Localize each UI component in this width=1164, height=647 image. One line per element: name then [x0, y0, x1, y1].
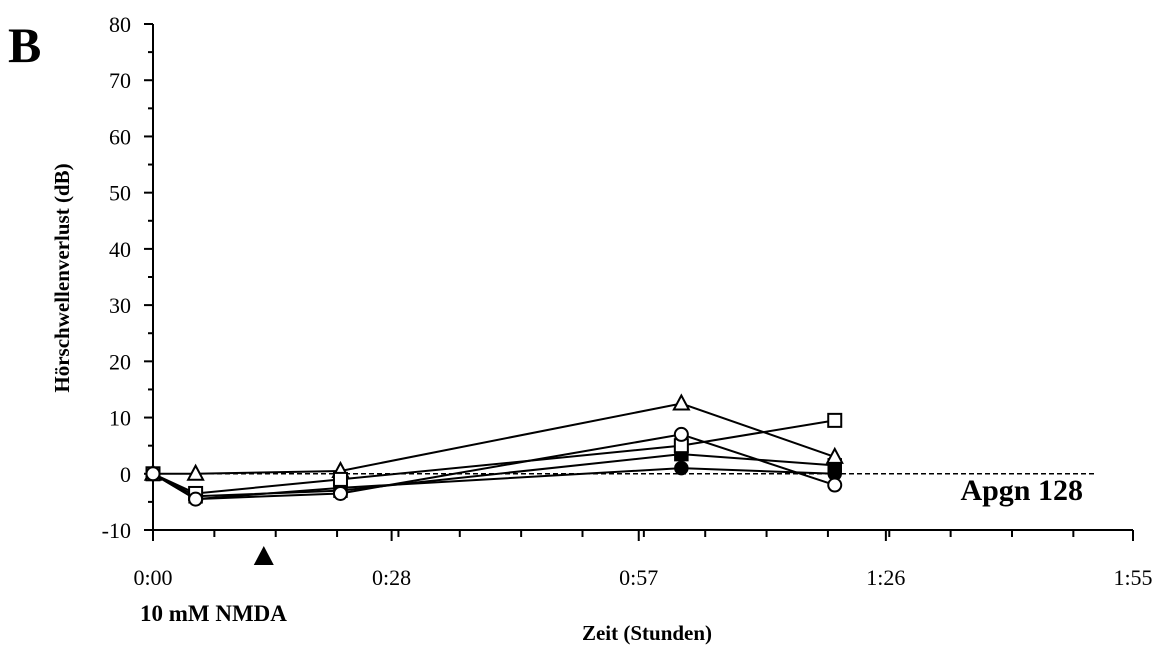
data-point-open-square: [827, 412, 843, 428]
y-tick-label: 0: [120, 462, 131, 487]
y-tick-label: 50: [109, 181, 131, 206]
nmda-application-marker: [253, 546, 274, 565]
data-point-open-circle: [673, 426, 689, 442]
x-tick-label: 1:55: [1113, 565, 1152, 590]
y-tick-label: 10: [109, 406, 131, 431]
y-tick-label: 70: [109, 68, 131, 93]
x-tick-label: 0:00: [133, 565, 172, 590]
data-point-open-circle: [188, 491, 204, 507]
panel-label: B: [8, 17, 41, 73]
y-tick-label: -10: [102, 518, 131, 543]
y-tick-label: 80: [109, 12, 131, 37]
data-point-filled-circle: [674, 460, 689, 476]
x-axis-title: Zeit (Stunden): [582, 621, 712, 645]
x-tick-label: 0:28: [372, 565, 411, 590]
data-point-open-triangle: [672, 393, 691, 411]
y-tick-label: 30: [109, 293, 131, 318]
data-point-open-circle: [332, 485, 348, 501]
series-line-filled-square: [152, 453, 835, 498]
treatment-label: 10 mM NMDA: [140, 601, 287, 626]
y-axis-title: Hörschwellenverlust (dB): [50, 163, 74, 392]
data-point-open-circle: [827, 477, 843, 493]
x-tick-label: 1:26: [866, 565, 905, 590]
sample-label: Apgn 128: [960, 474, 1083, 507]
data-point-open-triangle: [825, 446, 844, 464]
series-line-open-circle: [152, 433, 836, 501]
y-tick-label: 60: [109, 124, 131, 149]
data-point-open-triangle: [186, 463, 205, 481]
data-point-open-circle: [145, 466, 161, 482]
y-tick-label: 20: [109, 349, 131, 374]
data-point-open-square: [332, 471, 348, 487]
x-tick-label: 0:57: [619, 565, 658, 590]
y-tick-label: 40: [109, 237, 131, 262]
